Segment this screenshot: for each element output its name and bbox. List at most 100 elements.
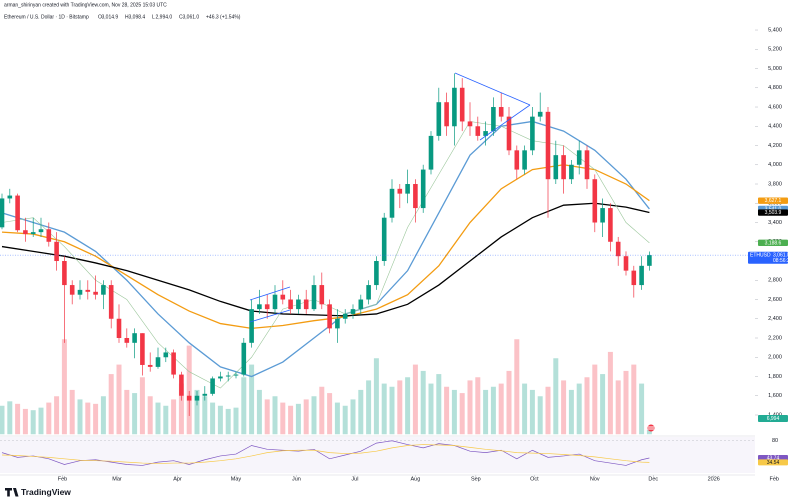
volume-bar [444,386,450,435]
volume [0,339,652,435]
price-tag-label: 3,503.9 [765,210,782,216]
candle-body [218,376,223,379]
candle-body [116,318,122,339]
volume-bar [202,396,208,435]
volume-bar [147,396,153,435]
volume-bar [163,405,169,435]
time-axis: Feb Mar Apr May Jun Jul Aug Sep Oct Nov Dec 2026 Feb [58,475,779,482]
volume-bar [264,399,270,435]
volume-bar [373,358,379,435]
rsi-tick-label: 80 [772,438,778,444]
volume-bar [100,396,106,435]
candle-body [608,208,613,242]
candle-body [397,188,403,194]
candle-body [272,294,278,310]
volume-bar [623,370,629,435]
volume-bar [358,389,364,435]
ma-line [1,440,650,466]
candle-body [537,111,543,117]
volume-bar [0,405,5,435]
candle-body [77,289,83,295]
volume-bar [124,389,130,435]
candle-body [69,285,75,295]
candle-body [405,184,410,194]
candle-body [366,285,371,300]
rsi [0,437,755,473]
volume-bar [545,386,551,435]
volume-bar [537,396,543,435]
x-tick-label: Nov [590,476,600,482]
candles [0,73,755,416]
rsi-tag [758,459,788,466]
candle-body [467,121,473,127]
candle-body [132,333,137,343]
price-axis: 1,4001,6001,8002,0002,2002,4002,6002,800… [748,27,793,466]
legend-key: L [152,14,155,20]
volume-bar [631,364,637,435]
y-tick-label: 5,200 [768,47,782,53]
candle-body [264,304,270,310]
y-tick-label: 5,000 [768,66,782,72]
candle-body [374,261,379,286]
candle-body [202,393,208,396]
volume-bar [210,402,216,435]
candle-body [623,256,629,271]
x-tick-label: Aug [411,476,421,482]
candle-body [249,309,254,343]
legend-value: 3,061.0 [183,14,200,20]
ma-line [1,444,650,464]
volume-bar [568,389,574,435]
candle-body [350,309,356,314]
volume-bar [194,389,200,435]
y-tick-label: 4,800 [768,85,782,91]
price-tag [758,197,788,204]
candle-body [436,102,442,136]
volume-tag [758,415,788,422]
volume-bar [280,402,286,435]
candle-body [101,285,106,295]
candle-body [296,299,301,310]
volume-bar [366,380,372,435]
volume-bar [600,374,606,435]
volume-bar [85,402,91,435]
candle-body [358,299,364,310]
volume-bar [397,380,403,435]
legend-value: 3,098.4 [129,14,146,20]
candle-body [194,395,200,401]
candle-body [62,261,67,286]
candle-body [389,188,395,218]
drawings [249,72,531,323]
x-tick-label: May [231,476,242,482]
volume-bar [69,389,75,435]
volume-bar [171,399,177,435]
y-tick-label: 5,400 [768,27,782,33]
candle-body [155,357,161,367]
candle-body [569,164,574,180]
candle-body [186,395,192,401]
volume-bar [412,364,418,435]
volume-bar [342,405,348,435]
price-tag-label: 3,188.6 [765,240,782,246]
candle-body [553,155,559,180]
volume-bar [186,345,192,435]
volume-bar [483,389,489,435]
volume-bar [22,408,28,435]
volume-bar [389,386,395,435]
candle-body [23,230,28,235]
legend-change: +46.3 (+1.54%) [206,14,241,20]
x-tick-label: Feb [58,476,67,482]
y-tick-label: 2,200 [768,335,782,341]
candle-body [506,116,512,151]
y-tick-label: 4,600 [768,104,782,110]
candle-body [420,169,426,209]
y-tick-label: 2,000 [768,355,782,361]
legend-key: C [179,14,183,20]
y-tick-label: 2,400 [768,316,782,322]
candle-body [381,217,387,262]
volume-bar [498,383,504,435]
volume-bar [7,401,13,435]
volume-bar [553,358,559,435]
logo [5,488,19,497]
